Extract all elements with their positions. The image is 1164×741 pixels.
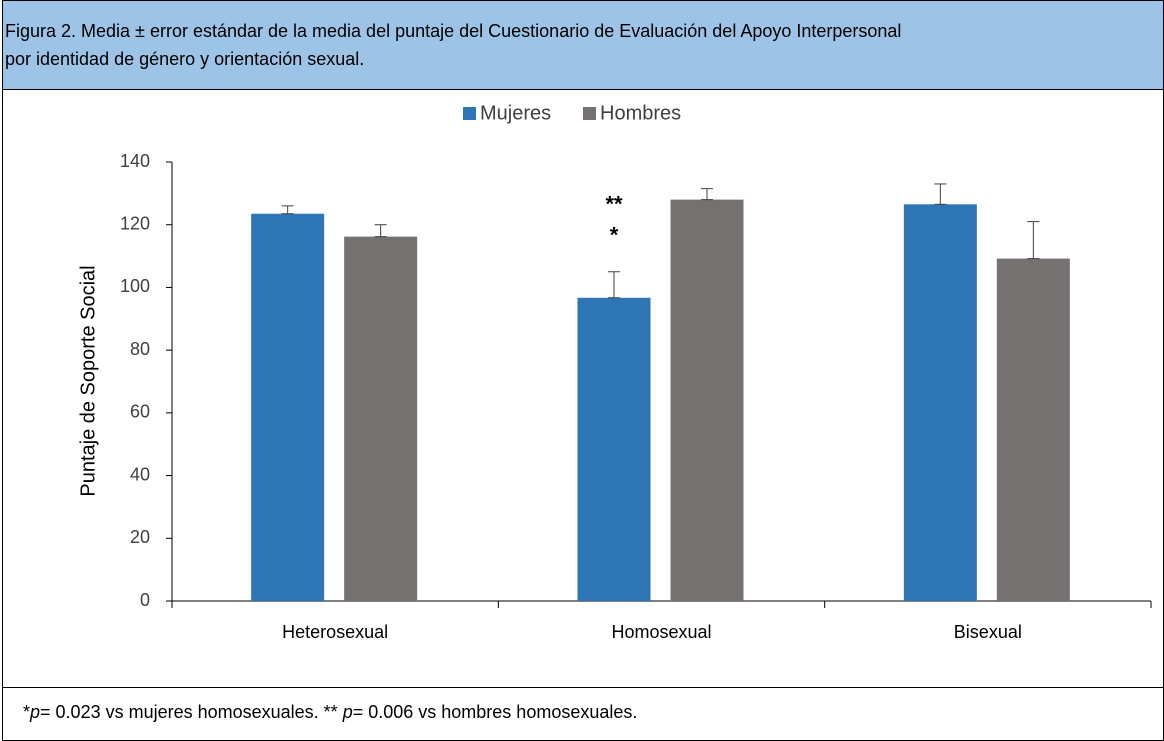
footnote: *p= 0.023 vs mujeres homosexuales. ** p=… (3, 687, 1163, 740)
footnote-text: p (342, 702, 353, 722)
bar (251, 213, 325, 601)
footnote-text: = 0.023 vs mujeres homosexuales. ** (40, 702, 343, 722)
error-bar (1027, 221, 1040, 260)
x-tick-label: Homosexual (611, 622, 711, 642)
y-tick-label: 60 (130, 402, 150, 422)
x-tick-label: Bisexual (954, 622, 1022, 642)
title-line: por identidad de género y orientación se… (5, 49, 365, 69)
annotation: * (610, 223, 619, 248)
annotation: ** (605, 192, 623, 217)
bar (344, 236, 418, 601)
legend-label: Hombres (600, 102, 681, 124)
y-tick-label: 40 (130, 464, 150, 484)
y-tick-label: 100 (120, 276, 150, 296)
bar (996, 258, 1070, 601)
footnote-text: p (30, 702, 41, 722)
legend-swatch (583, 107, 596, 120)
bar (670, 199, 744, 601)
x-tick-label: Heterosexual (282, 622, 388, 642)
chart: Puntaje de Soporte Social 0 20 40 60 80 100 12… (77, 102, 1152, 642)
error-bar (701, 188, 713, 201)
bar (577, 297, 651, 601)
title-line: Figura 2. Media ± error estándar de la m… (5, 21, 902, 41)
footnote-text: = 0.006 vs hombres homosexuales. (352, 702, 638, 722)
error-bar (608, 271, 620, 299)
y-tick-label: 20 (130, 527, 150, 547)
figure-header: Figura 2. Media ± error estándar de la m… (3, 1, 1163, 90)
y-tick-label: 0 (140, 590, 150, 610)
legend-label: Mujeres (480, 102, 551, 124)
error-bar (374, 224, 387, 238)
y-tick-label: 120 (120, 213, 150, 233)
legend-swatch (463, 107, 476, 120)
error-bar (281, 205, 294, 215)
y-axis-label: Puntaje de Soporte Social (77, 265, 99, 496)
y-tick-label: 140 (120, 151, 150, 171)
error-bar (934, 183, 947, 205)
bar (903, 204, 977, 601)
footnote-text: * (23, 702, 31, 722)
y-tick-label: 80 (130, 339, 150, 359)
